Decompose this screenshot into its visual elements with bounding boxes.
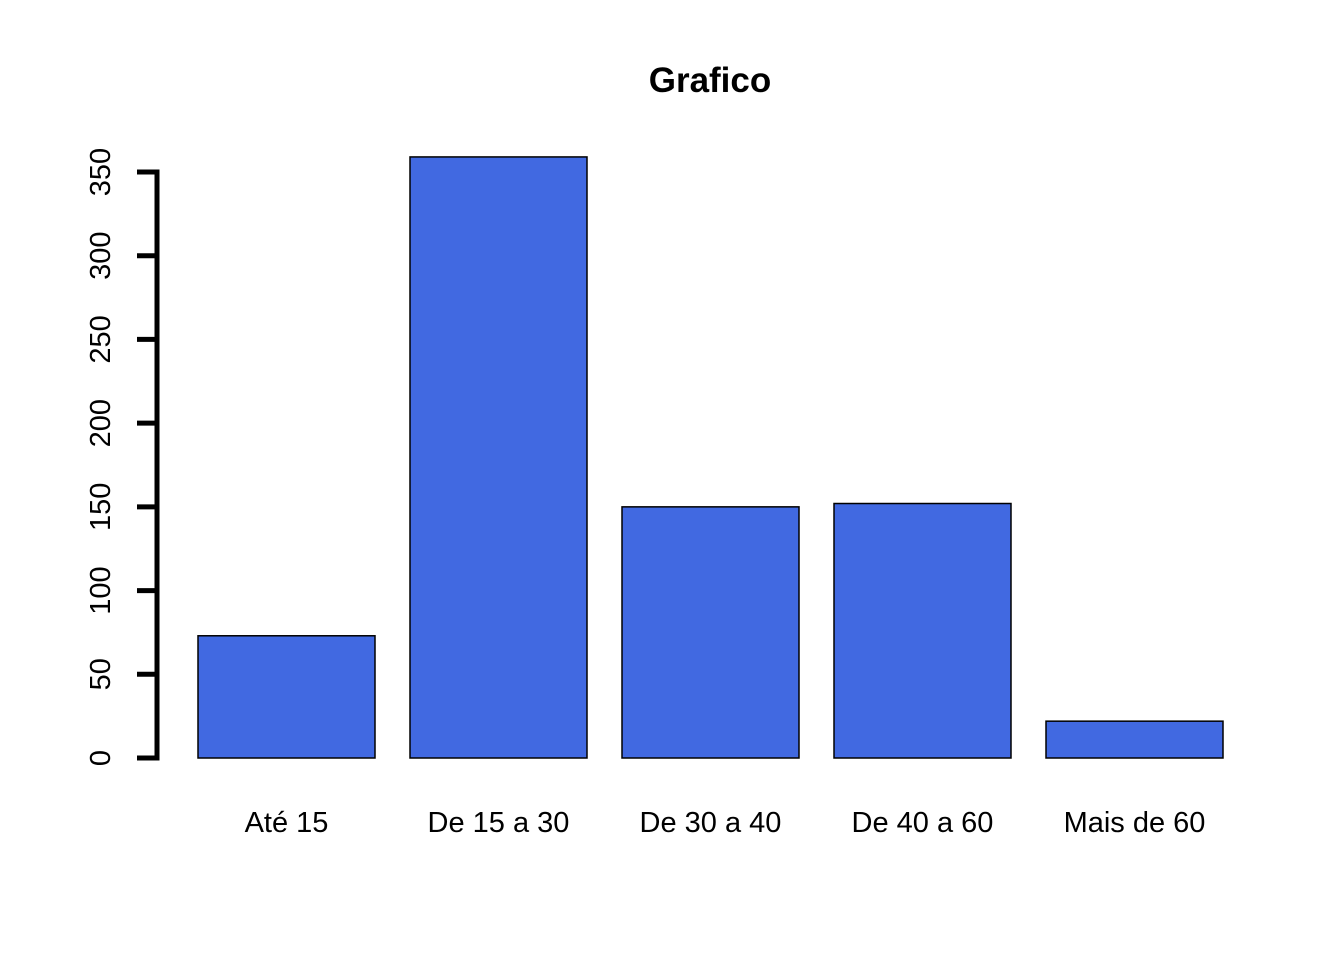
y-tick-label-0: 0 [85, 750, 117, 766]
y-tick-label-3: 150 [85, 483, 117, 531]
chart-title: Grafico [649, 61, 772, 100]
y-tick-label-7: 350 [85, 148, 117, 196]
bars-group [197, 156, 1224, 759]
bar-0 [197, 635, 376, 759]
bar-1 [409, 156, 588, 759]
bar-2 [621, 506, 800, 759]
category-label-1: De 15 a 30 [428, 807, 570, 839]
y-tick-label-2: 100 [85, 566, 117, 614]
y-axis: 0 50 100 150 200 250 300 350 [85, 148, 160, 766]
x-axis-labels: Até 15 De 15 a 30 De 30 a 40 De 40 a 60 Mais… [245, 807, 1206, 839]
y-tick-label-6: 300 [85, 232, 117, 280]
y-tick-label-1: 50 [85, 658, 117, 690]
category-label-0: Até 15 [245, 807, 329, 839]
y-tick-label-5: 250 [85, 315, 117, 363]
category-label-4: Mais de 60 [1064, 807, 1206, 839]
y-tick-label-4: 200 [85, 399, 117, 447]
bar-3 [833, 502, 1012, 759]
category-label-2: De 30 a 40 [640, 807, 782, 839]
bar-4 [1045, 720, 1224, 759]
category-label-3: De 40 a 60 [852, 807, 994, 839]
